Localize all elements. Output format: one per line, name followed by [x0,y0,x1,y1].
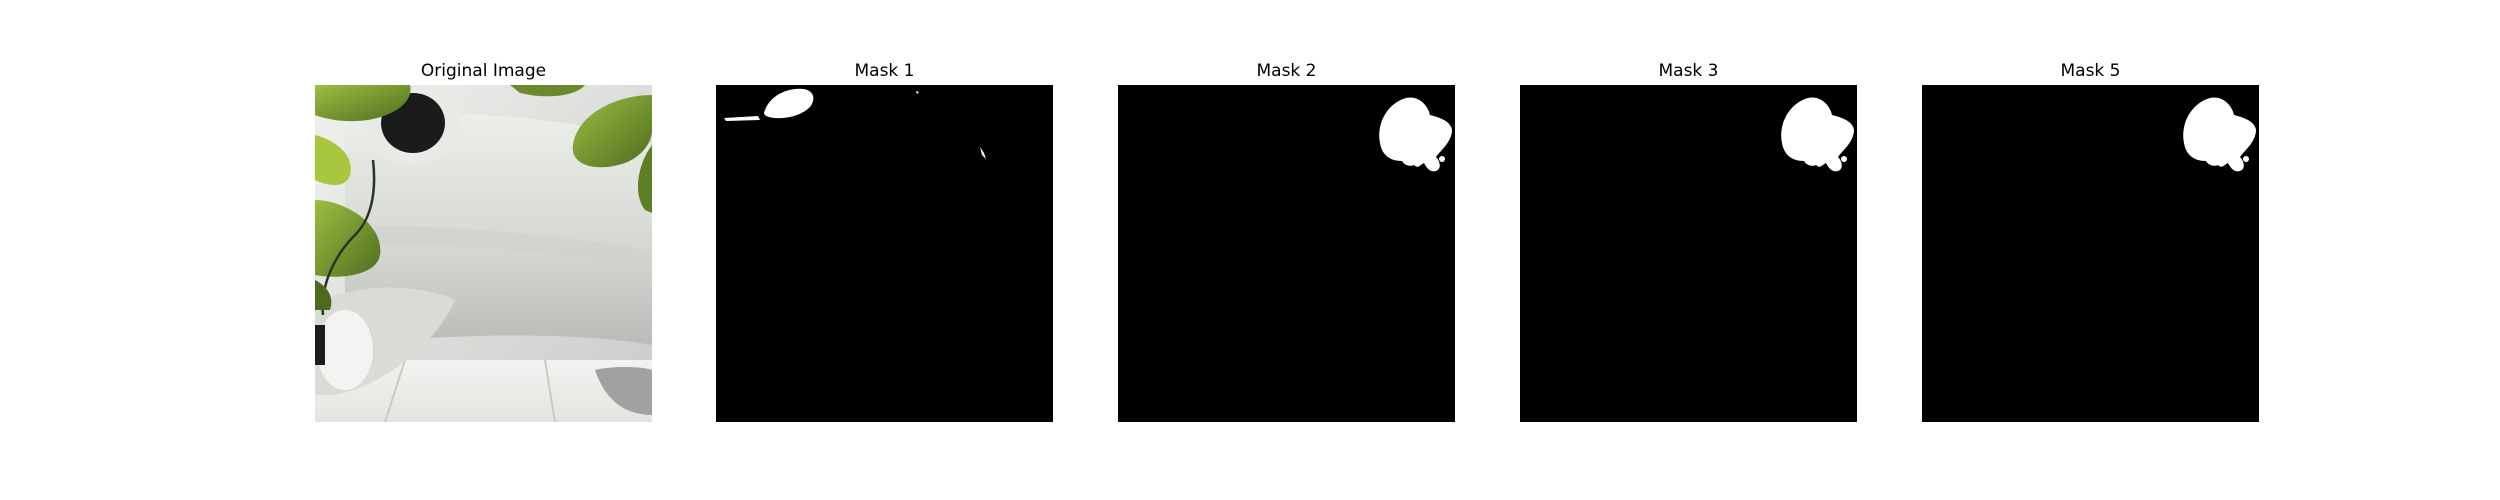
mask-3-image [1520,85,1857,422]
original-image-panel: Original Image [315,60,652,422]
panel-title: Mask 2 [1256,61,1317,81]
mask-3-panel: Mask 3 [1520,60,1857,422]
mask-2-panel: Mask 2 [1118,60,1455,422]
mask-1-image [716,85,1053,422]
panel-title: Mask 5 [2060,61,2121,81]
panel-title: Mask 1 [854,61,915,81]
mask-5-panel: Mask 5 [1922,60,2259,422]
panel-title: Original Image [420,61,547,81]
panel-title: Mask 3 [1658,61,1719,81]
mask-5-image [1922,85,2259,422]
mask-2-image [1118,85,1455,422]
mask-1-panel: Mask 1 [716,60,1053,422]
original-photo [315,85,652,422]
